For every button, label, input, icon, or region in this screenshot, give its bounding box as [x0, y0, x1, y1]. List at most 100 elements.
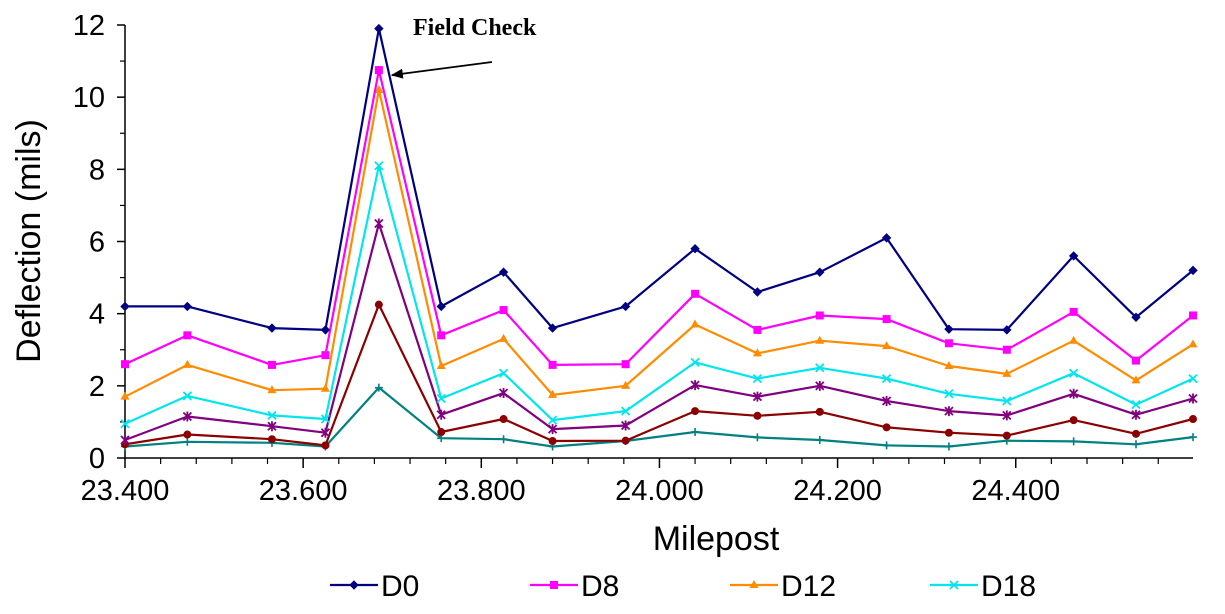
- data-point: [753, 411, 762, 420]
- data-point: [498, 388, 509, 399]
- data-point: [621, 360, 630, 369]
- data-point: [547, 424, 558, 435]
- data-point: [267, 435, 276, 444]
- data-point: [1002, 345, 1011, 354]
- data-point: [267, 421, 277, 432]
- data-point: [182, 359, 192, 368]
- data-point: [320, 383, 330, 392]
- data-point: [1002, 325, 1012, 335]
- data-point: [321, 351, 330, 360]
- series-line: [124, 386, 1194, 448]
- data-point: [882, 423, 891, 432]
- legend-marker: [550, 581, 558, 589]
- data-point: [183, 331, 192, 340]
- data-point: [436, 409, 446, 420]
- legend-marker: [949, 580, 959, 590]
- data-point: [815, 435, 824, 444]
- data-point: [499, 435, 508, 444]
- data-point: [944, 442, 953, 451]
- x-tick-label: 23.400: [81, 475, 170, 507]
- data-point: [1131, 429, 1140, 438]
- data-point: [881, 395, 892, 406]
- data-point: [1002, 396, 1012, 406]
- y-tick-label: 12: [73, 10, 105, 42]
- legend-item-d0: D0: [330, 570, 419, 603]
- data-point: [548, 360, 557, 369]
- data-point: [752, 373, 763, 384]
- series-unnamed-4: [120, 218, 1198, 445]
- y-tick-label: 8: [89, 154, 105, 186]
- legend-label: D18: [981, 570, 1036, 603]
- data-point: [1188, 373, 1198, 384]
- data-point: [182, 301, 193, 312]
- x-axis-title: Milepost: [653, 520, 780, 558]
- legend-label: D12: [781, 570, 836, 603]
- data-point: [1002, 431, 1011, 440]
- data-point: [374, 383, 383, 392]
- data-point: [752, 348, 762, 357]
- x-tick-label: 23.800: [437, 475, 526, 507]
- data-point: [620, 301, 631, 312]
- data-point: [374, 23, 384, 34]
- data-point: [815, 311, 824, 320]
- y-tick-label: 10: [73, 82, 105, 114]
- data-point: [753, 433, 762, 442]
- data-point: [436, 301, 446, 312]
- legend-label: D8: [581, 570, 619, 603]
- data-point: [752, 287, 763, 297]
- y-tick-label: 6: [89, 227, 105, 259]
- data-point: [815, 380, 825, 391]
- data-point: [691, 428, 700, 437]
- x-tick-label: 24.200: [793, 475, 882, 507]
- data-point: [944, 428, 953, 437]
- data-point: [1069, 416, 1078, 425]
- data-point: [182, 391, 192, 401]
- data-point: [374, 84, 384, 93]
- data-point: [1131, 375, 1141, 384]
- data-point: [1069, 437, 1078, 446]
- data-point: [690, 319, 700, 328]
- data-point: [1189, 311, 1197, 320]
- data-point: [320, 325, 331, 335]
- data-point: [1002, 368, 1012, 377]
- data-point: [267, 385, 277, 394]
- data-point: [499, 306, 508, 315]
- data-point: [267, 410, 277, 421]
- data-point: [1131, 440, 1140, 449]
- legend-item-d12: D12: [730, 570, 836, 603]
- data-point: [182, 411, 192, 422]
- series-line: [124, 68, 1194, 366]
- data-point: [267, 323, 277, 333]
- data-point: [815, 407, 824, 416]
- data-point: [1002, 410, 1012, 421]
- data-point: [620, 406, 631, 416]
- annotation-arrow: [390, 61, 493, 79]
- data-point: [944, 360, 954, 369]
- y-tick-label: 0: [89, 443, 105, 475]
- data-point: [499, 333, 509, 342]
- data-point: [1131, 399, 1141, 410]
- x-tick-label: 24.000: [615, 475, 704, 507]
- data-point: [321, 441, 330, 450]
- data-point: [815, 267, 825, 277]
- data-point: [120, 391, 130, 400]
- data-point: [621, 380, 631, 389]
- y-tick-label: 4: [89, 299, 105, 331]
- series-layer: [120, 23, 1198, 451]
- data-point: [547, 323, 558, 333]
- axes: 0 2 4 6 8 10 12 23.400 23.600 23.800 24.000 24.200 2…: [10, 10, 1193, 558]
- x-tick-label: 23.600: [259, 475, 348, 507]
- series-line: [124, 164, 1194, 425]
- data-point: [691, 289, 700, 298]
- data-point: [499, 415, 508, 424]
- data-point: [944, 339, 953, 348]
- data-point: [320, 414, 331, 424]
- data-point: [1188, 265, 1198, 276]
- series-line: [124, 88, 1194, 398]
- data-point: [498, 368, 509, 378]
- legend-marker: [749, 580, 759, 588]
- series-d0: [120, 23, 1198, 335]
- legend-item-d8: D8: [530, 570, 619, 603]
- annotation-field-check: Field Check: [413, 15, 537, 41]
- data-point: [436, 360, 446, 369]
